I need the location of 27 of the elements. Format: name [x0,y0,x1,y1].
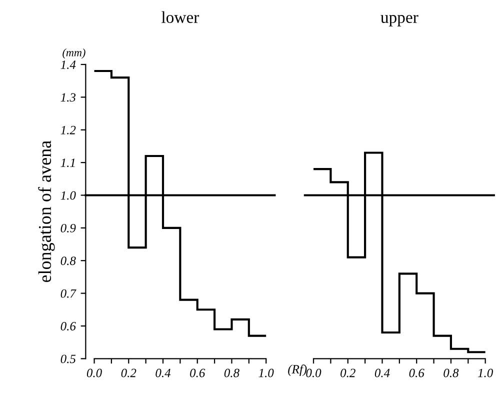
x-tick-label: 0.2 [340,368,356,378]
y-axis-title: elongation of avena [38,140,55,282]
x-tick-label: 0.0 [86,368,102,378]
x-tick-label: 0.2 [121,368,136,378]
y-tick-label: 0.5 [60,354,76,364]
y-tick-label: 1.3 [60,93,76,102]
x-tick-label: 0.8 [444,368,459,378]
x-axis-title: (Rf) [288,364,307,376]
x-tick-label: 0.6 [190,368,206,378]
y-tick-label: 1.0 [60,191,76,200]
y-tick-label: 1.1 [60,158,75,168]
y-tick-label: 0.6 [60,322,76,330]
x-tick-label: 1.0 [478,368,493,378]
y-tick-label: 0.7 [60,289,76,298]
x-tick-label: 0.6 [409,368,424,378]
y-tick-label: 1.2 [60,126,76,134]
x-tick-label: 0.8 [224,368,240,378]
x-tick-label: 0.4 [374,368,390,378]
x-tick-label: 0.4 [156,368,171,378]
x-tick-label: 1.0 [258,368,274,378]
text: (mm) [62,48,86,59]
y-tick-label: 0.8 [60,256,76,266]
y-tick-label: 0.9 [60,224,76,232]
x-tick-label: 0.0 [306,368,322,378]
y-tick-label: 1.4 [60,60,76,69]
chart-title: lower [162,11,200,23]
chart-title: upper [380,14,418,26]
